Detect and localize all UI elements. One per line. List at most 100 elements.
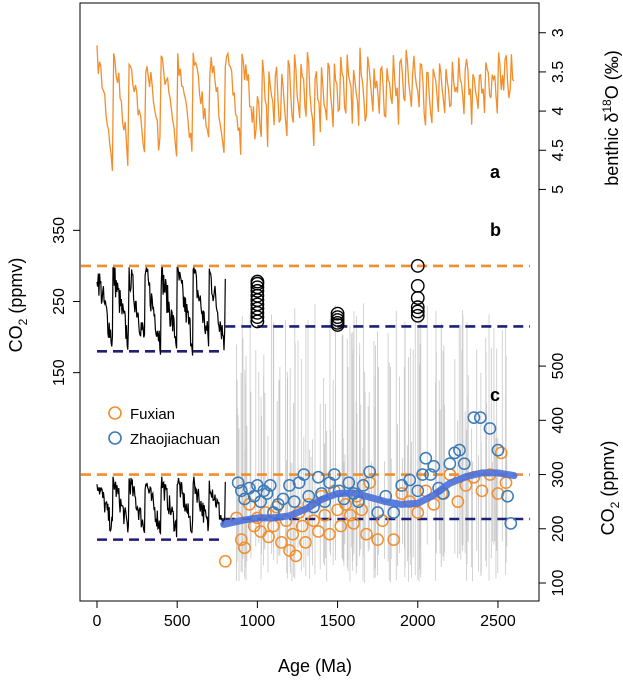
panel-a-y-tick-label: 3.5 [550,61,567,83]
zhaojiachuan-data-point [443,457,457,471]
panel-b-data-point [330,318,345,332]
fuxian-data-point [318,508,332,522]
zhaojiachuan-data-point [263,479,277,492]
zhaojiachuan-data-point [473,411,487,424]
panel-label-c: c [490,385,500,405]
fuxian-data-point [363,476,377,490]
x-tick-label: 500 [164,613,191,630]
panel-b-data-point [410,300,425,315]
panel-b-y-title-main: CO [6,325,26,352]
panel-b-y-title-rest: (ppmv) [6,258,26,319]
zhaojiachuan-data-point [419,451,433,465]
fuxian-data-point [371,533,385,546]
fuxian-data-point [262,530,275,544]
panel-c-y-title-main: CO [598,508,618,535]
fuxian-data-point [360,527,373,541]
fuxian-data-point [289,549,303,563]
fuxian-data-point [334,519,348,533]
d18o-series-line [96,45,515,171]
x-tick-label: 1000 [240,613,276,630]
panel-a-y-tick-label: 4 [550,107,567,116]
zhaojiachuan-data-point [483,422,497,435]
panel-b-y-tick-label: 250 [51,288,68,315]
zhaojiachuan-data-point [501,489,514,503]
panel-c-y-title-rest: (ppmv) [598,441,618,502]
fuxian-data-point [411,506,425,519]
panel-c-y-tick-label: 200 [550,515,567,542]
panel-b-data-point [250,310,265,325]
fuxian-data-point [299,535,312,549]
x-tick-label: 2500 [480,613,516,630]
fuxian-data-point [344,508,357,522]
panel-a-y-tick-label: 5 [550,185,567,194]
panel-b-data-point [330,306,345,321]
panel-c-y-tick-label: 400 [550,407,567,434]
fuxian-data-point [347,516,360,530]
fuxian-data-point [339,498,352,511]
fuxian-data-point [494,446,508,460]
zhaojiachuan-data-point [467,411,481,424]
zhaojiachuan-data-point [387,506,401,519]
x-tick-label: 2000 [400,613,436,630]
zhaojiachuan-data-point [302,489,316,503]
zhaojiachuan-data-point [283,479,296,492]
fuxian-data-point [275,535,288,549]
error-bars-group [236,303,508,583]
fuxian-data-point [295,519,309,533]
panel-a-y-tick-label: 4.5 [550,139,567,161]
panel-c-y-tick-label: 300 [550,461,567,488]
fuxian-data-point [355,503,368,517]
ice-core-co2-line-c [96,476,226,538]
panel-b-data-point [250,305,265,320]
ice-core-co2-line-b [96,266,226,356]
fuxian-data-point [451,495,465,509]
panel-b-data-point [410,291,425,305]
fuxian-data-point [234,533,248,546]
fuxian-data-point [475,484,489,498]
fuxian-data-point [491,487,505,500]
panel-b-data-point [410,304,425,319]
panel-b-data-point [410,259,425,273]
fuxian-data-point [387,533,401,546]
legend: Fuxian Zhaojiachuan [108,406,220,448]
x-axis-title: Age (Ma) [278,656,352,676]
zhaojiachuan-data-point [287,495,301,509]
panel-b-y-axis-title: CO2 (ppmv) [6,258,30,353]
data-layer [80,45,531,583]
legend-marker-fuxian [108,406,122,420]
panel-a-y-title-rest: O (‰) [602,50,622,99]
panel-b-data-point [250,283,265,298]
zhaojiachuan-data-point [416,468,429,481]
fuxian-data-point [395,487,409,500]
zhaojiachuan-data-point [504,516,518,530]
panel-a-y-title-main: benthic δ [602,113,622,186]
panel-label-a: a [490,162,501,182]
zhaojiachuan-data-point [403,473,417,487]
panel-a-y-title-sup: 18 [600,99,614,113]
panel-a-y-axis-title: benthic δ18O (‰) [600,50,622,185]
zhaojiachuan-data-point [491,443,505,457]
zhaojiachuan-data-point [457,457,471,471]
legend-marker-zhaojiachuan [108,431,122,445]
panel-label-b: b [490,220,501,240]
panel-b-y-title-sub: 2 [16,318,30,325]
panel-b-y-tick-label: 150 [51,359,68,386]
zhaojiachuan-data-point [424,468,437,481]
zhaojiachuan-data-point [260,487,274,500]
panel-a-y-tick-label: 3 [550,28,567,37]
zhaojiachuan-data-point [363,465,377,479]
fuxian-data-point [218,554,232,568]
zhaojiachuan-data-point [427,460,441,473]
fuxian-data-point [311,525,325,538]
legend-label-fuxian: Fuxian [130,406,175,423]
zhaojiachuan-data-point [238,492,251,506]
zhaojiachuan-data-point [371,506,385,519]
fuxian-data-point [323,527,336,541]
panel-b-data-point [410,278,425,293]
fuxian-data-point [286,527,300,541]
zhaojiachuan-data-point [342,476,356,490]
axes-layer: 0 500 1000 1500 2000 2500 3 3.5 4 4.5 5 150 250 350 10… [51,28,567,630]
zhaojiachuan-data-point [311,470,325,484]
panel-c-y-title-sub: 2 [608,501,622,508]
